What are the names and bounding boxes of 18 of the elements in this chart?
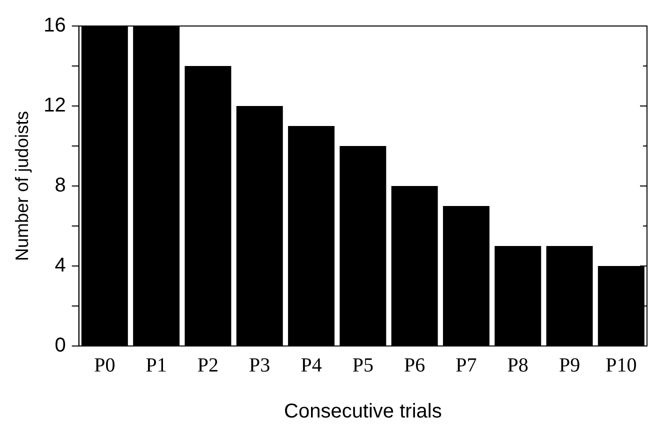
y-tick-label: 8 [54, 174, 66, 197]
x-tick-label: P4 [300, 354, 322, 376]
x-tick-label: P7 [456, 354, 477, 376]
x-tick-label: P0 [94, 354, 116, 376]
x-tick-label: P5 [352, 354, 374, 376]
y-tick-label: 12 [44, 94, 66, 117]
x-axis-title: Consecutive trials [284, 400, 442, 423]
x-tick-label: P1 [146, 354, 167, 376]
y-tick-label: 16 [44, 14, 66, 37]
y-tick-label: 4 [54, 254, 66, 277]
x-tick-label: P10 [606, 354, 637, 376]
y-tick-label: 0 [54, 334, 66, 357]
x-tick-label: P2 [197, 354, 219, 376]
x-tick-label: P8 [507, 354, 528, 376]
x-tick-label: P9 [558, 354, 580, 376]
x-tick-label: P6 [404, 354, 426, 376]
y-axis-title: Number of judoists [12, 110, 32, 262]
x-tick-label: P3 [249, 354, 270, 376]
